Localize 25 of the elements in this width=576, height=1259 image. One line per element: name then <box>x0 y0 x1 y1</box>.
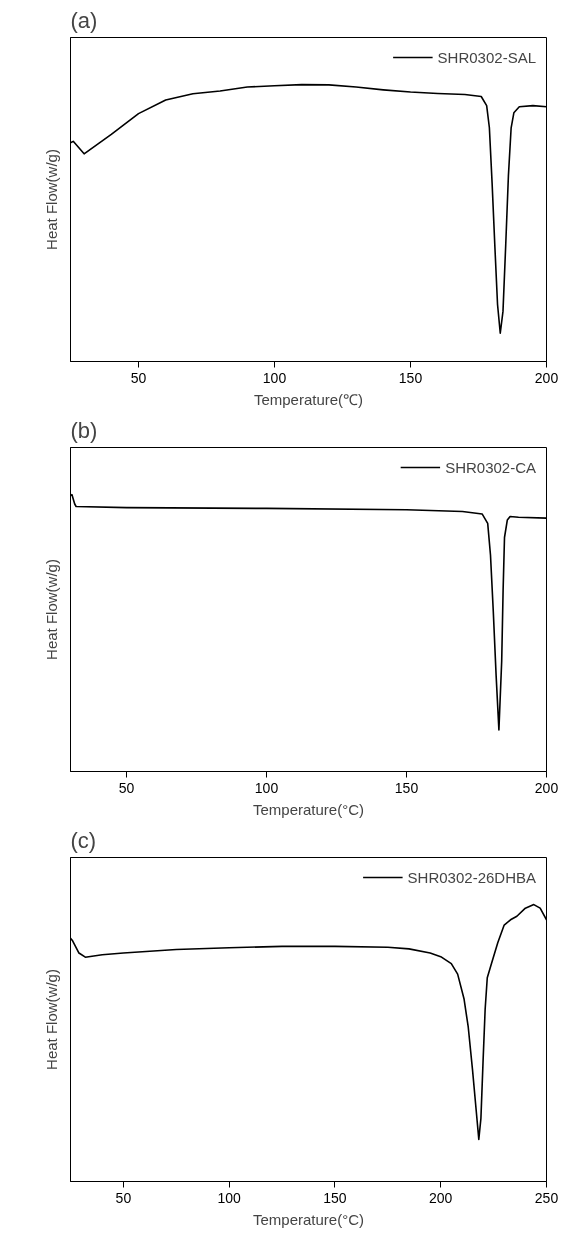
x-tick-label: 50 <box>118 779 135 796</box>
legend-label: SHR0302-26DHBA <box>407 868 536 886</box>
legend-label: SHR0302-SAL <box>437 48 536 66</box>
x-tick-label: 200 <box>429 1189 453 1206</box>
y-axis-title: Heat Flow(w/g) <box>42 149 60 250</box>
x-tick-label: 150 <box>323 1189 347 1206</box>
x-axis-title: Temperature(°C) <box>252 1210 365 1228</box>
x-tick-label: 50 <box>130 369 147 386</box>
x-tick-label: 100 <box>217 1189 242 1206</box>
x-axis-title: Temperature(℃) <box>253 390 364 408</box>
x-tick-label: 200 <box>534 369 559 386</box>
x-tick-label: 50 <box>115 1189 132 1206</box>
y-axis-title: Heat Flow(w/g) <box>42 559 60 660</box>
x-tick-label: 200 <box>534 779 559 796</box>
y-axis-title: Heat Flow(w/g) <box>42 969 60 1070</box>
chart-title: (a) <box>70 7 98 33</box>
x-axis-title: Temperature(°C) <box>252 800 365 818</box>
chart-title: (c) <box>70 827 97 853</box>
x-tick-label: 100 <box>254 779 279 796</box>
chart-title: (b) <box>70 417 98 443</box>
legend-label: SHR0302-CA <box>445 458 536 476</box>
x-tick-label: 250 <box>534 1189 559 1206</box>
x-tick-label: 100 <box>262 369 287 386</box>
x-tick-label: 150 <box>394 779 419 796</box>
x-tick-label: 150 <box>398 369 423 386</box>
